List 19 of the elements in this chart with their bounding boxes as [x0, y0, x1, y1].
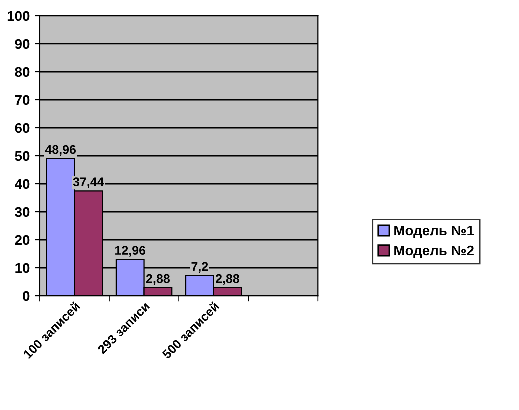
data-label: 2,88: [216, 274, 240, 286]
y-tick-label: 0: [23, 291, 30, 302]
y-tick-label: 40: [15, 179, 30, 190]
data-label: 48,96: [45, 145, 76, 156]
y-tick-label: 80: [15, 67, 30, 78]
y-tick-label: 60: [15, 123, 30, 134]
y-tick-label: 20: [15, 235, 30, 246]
legend-label: Модель №2: [394, 246, 474, 258]
legend-label: Модель №1: [394, 226, 474, 238]
y-tick-label: 90: [15, 39, 30, 50]
y-tick-label: 10: [16, 263, 30, 274]
y-tick-label: 50: [15, 151, 30, 162]
data-label: 37,44: [73, 178, 104, 188]
data-label: 7,2: [192, 262, 208, 273]
y-tick-label: 100: [8, 11, 30, 22]
data-label: 12,96: [116, 246, 146, 257]
y-tick-label: 30: [15, 207, 30, 218]
y-tick-label: 70: [15, 95, 30, 106]
data-label: 2,88: [146, 274, 170, 286]
